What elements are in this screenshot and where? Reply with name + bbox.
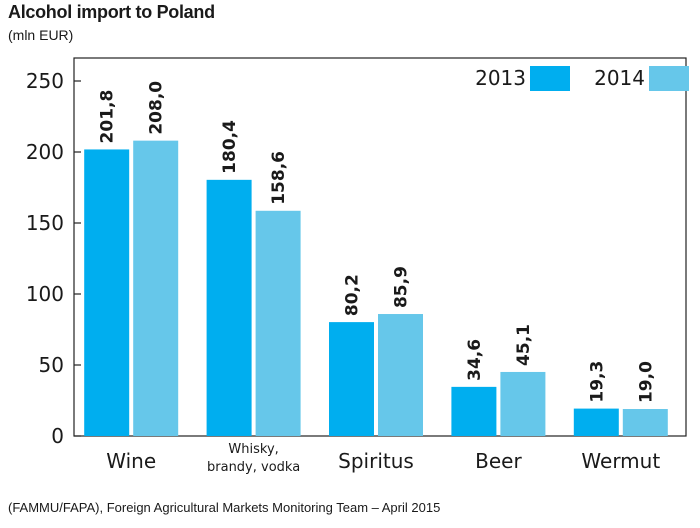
bar-2014 bbox=[133, 140, 179, 436]
value-label: 19,3 bbox=[587, 361, 607, 403]
legend: 2013 2014 bbox=[475, 66, 689, 91]
category-label: Wermut bbox=[581, 449, 660, 473]
y-tick-label: 200 bbox=[26, 140, 64, 164]
bar-2013 bbox=[206, 179, 252, 436]
bar-2013 bbox=[329, 322, 374, 436]
value-label: 201,8 bbox=[98, 90, 118, 144]
chart-subtitle: (mln EUR) bbox=[8, 27, 74, 43]
value-labels: 201,8 208,0 180,4 158,6 80,2 85,9 34,6 45,1 19,3… bbox=[98, 81, 657, 403]
y-tick-label: 50 bbox=[39, 353, 64, 377]
bar-2014 bbox=[255, 210, 301, 436]
value-label: 85,9 bbox=[392, 266, 412, 308]
bar-2014 bbox=[500, 371, 546, 436]
category-label: Beer bbox=[475, 449, 522, 473]
value-label: 80,2 bbox=[343, 274, 363, 316]
legend-swatch bbox=[530, 66, 570, 91]
value-label: 180,4 bbox=[220, 120, 240, 174]
chart-title: Alcohol import to Poland bbox=[8, 2, 215, 22]
category-label: Whisky, bbox=[228, 442, 278, 457]
value-label: 19,0 bbox=[636, 361, 656, 403]
value-label: 34,6 bbox=[465, 339, 485, 381]
category-label: Spiritus bbox=[338, 449, 414, 473]
value-label: 45,1 bbox=[514, 324, 534, 366]
y-tick-label: 0 bbox=[51, 424, 64, 448]
category-labels: Wine Whisky, brandy, vodka Spiritus Beer Werm… bbox=[106, 442, 660, 475]
legend-label: 2014 bbox=[594, 66, 645, 90]
legend-label: 2013 bbox=[475, 66, 526, 90]
bar-2014 bbox=[378, 314, 423, 436]
source-note: (FAMMU/FAPA), Foreign Agricultural Marke… bbox=[8, 500, 441, 515]
value-label: 158,6 bbox=[269, 151, 289, 205]
bar-2013 bbox=[573, 408, 619, 436]
legend-swatch bbox=[649, 66, 689, 91]
bars bbox=[84, 140, 668, 436]
category-label: brandy, vodka bbox=[207, 460, 300, 475]
bar-2013 bbox=[451, 386, 497, 436]
y-tick-label: 100 bbox=[26, 282, 64, 306]
bar-2014 bbox=[622, 409, 668, 436]
bar-2013 bbox=[84, 149, 130, 436]
value-label: 208,0 bbox=[147, 81, 167, 135]
category-label: Wine bbox=[106, 449, 156, 473]
y-tick-label: 150 bbox=[26, 211, 64, 235]
y-axis-ticks: 0 50 100 150 200 250 bbox=[26, 69, 81, 448]
y-tick-label: 250 bbox=[26, 69, 64, 93]
